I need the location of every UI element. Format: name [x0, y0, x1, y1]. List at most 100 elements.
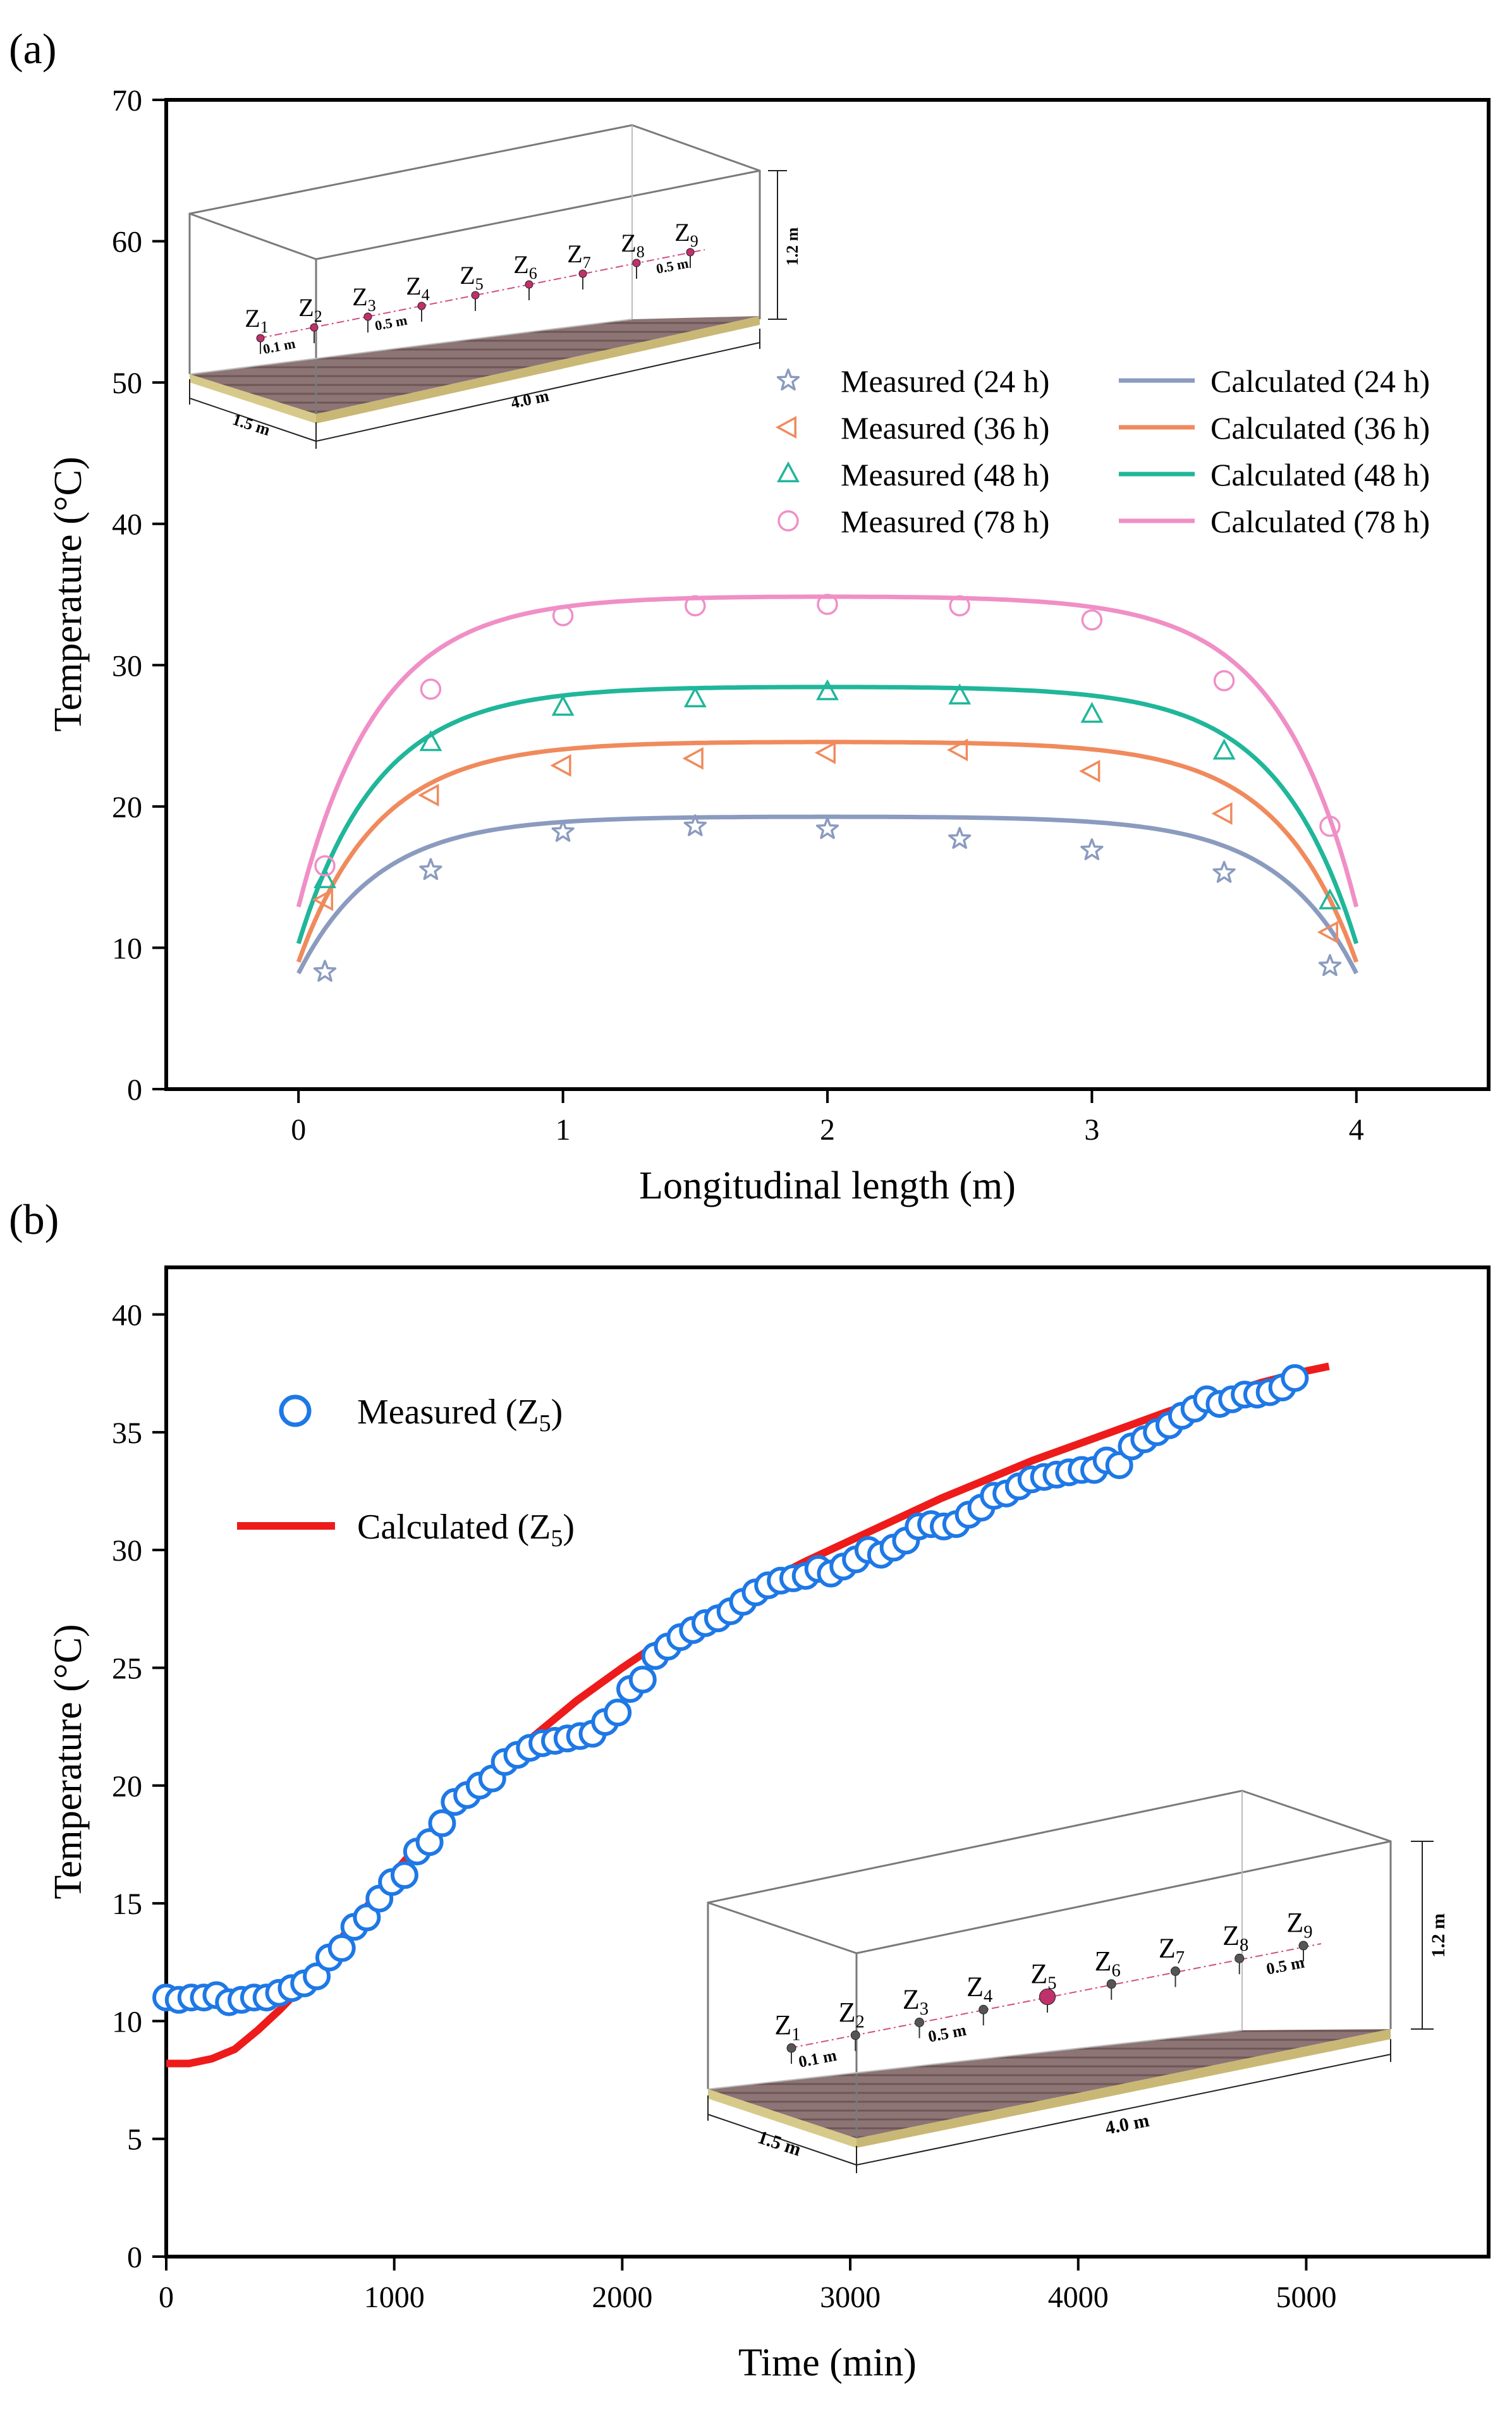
inset-sensor-label: Z9	[1286, 1907, 1312, 1942]
inset-dim-width: 1.5 m	[230, 410, 272, 439]
panel-a-y-tick-label: 50	[112, 367, 142, 400]
inset-floor-edge-long	[316, 316, 760, 424]
measured-point-0-7	[1212, 860, 1236, 883]
inset-box-edges	[707, 1789, 1392, 2138]
measured-point-z5-22	[428, 1809, 456, 1838]
calculated-curve-3	[296, 594, 1359, 908]
measured-point-3-4	[817, 594, 838, 615]
measured-point-2-2	[551, 695, 575, 716]
inset-dim-gap-end: 0.5 m	[1265, 1953, 1306, 1978]
inset-sensor-label: Z7	[1159, 1933, 1185, 1968]
measured-point-3-8	[1319, 815, 1341, 837]
measured-point-z5-36	[604, 1698, 632, 1727]
measured-point-3-3	[685, 595, 706, 617]
legend-marker-measured	[279, 1394, 312, 1427]
panel-b-y-axis-title: Temperature (°C)	[47, 1624, 90, 1899]
legend-marker-2	[777, 461, 800, 482]
inset-sensor-dot	[310, 323, 319, 332]
inset-sensors: Z1 Z2 Z3 Z4 Z5 Z6 Z7 Z8 Z9	[245, 218, 698, 354]
inset-sensor-label: Z2	[839, 1997, 865, 2032]
inset-dim-gap-end: 0.5 m	[655, 255, 690, 276]
inset-floor-edge	[190, 374, 316, 424]
inset-sensor-dot	[915, 2018, 924, 2027]
inset-sensors: Z1 Z2 Z3 Z4 Z5 Z6 Z7 Z8 Z9	[774, 1907, 1313, 2064]
panel-b-x-tick-label: 0	[159, 2281, 174, 2314]
measured-point-1-7	[1211, 802, 1233, 825]
calculated-curve-1	[296, 740, 1359, 963]
inset-sensor-dot	[1106, 1979, 1116, 1989]
measured-point-3-7	[1213, 670, 1235, 692]
inset-sensor-dot	[1235, 1953, 1245, 1963]
inset-floor	[190, 316, 760, 414]
inset-sensor-label: Z4	[966, 1971, 992, 2006]
inset-dim-height: 1.2 m	[1428, 1913, 1449, 1958]
legend-label-calculated-2: Calculated (48 h)	[1210, 457, 1430, 492]
measured-point-0-6	[1080, 838, 1104, 860]
measured-point-2-4	[816, 679, 839, 700]
inset-sensor-label: Z4	[406, 272, 429, 304]
inset-sensor-label: Z6	[1095, 1946, 1121, 1981]
measured-point-3-0	[314, 855, 336, 877]
measured-point-1-0	[312, 888, 334, 911]
panel-a-x-axis-title: Longitudinal length (m)	[639, 1164, 1016, 1207]
panel-a-y-tick-label: 10	[112, 932, 142, 965]
panel-a-x-tick-label: 3	[1084, 1113, 1099, 1147]
panel-b-label: (b)	[9, 1195, 59, 1243]
inset-dim-width: 1.5 m	[755, 2126, 804, 2160]
inset-sensor-label: Z8	[621, 229, 644, 261]
panel-b-x-tick-label: 2000	[592, 2281, 652, 2314]
legend-marker-0	[776, 369, 800, 391]
measured-point-1-2	[550, 754, 571, 777]
measured-point-1-8	[1317, 920, 1338, 944]
inset-sensor-dot	[1171, 1966, 1180, 1976]
inset-sensor-dot	[786, 2043, 796, 2053]
measured-point-z5-14	[327, 1934, 356, 1962]
panel-b-y-tick-label: 35	[112, 1417, 142, 1450]
panel-a-x-tick-label: 0	[291, 1113, 306, 1147]
panel-a-y-tick-label: 70	[112, 84, 142, 118]
panel-b-y-tick-label: 20	[112, 1770, 142, 1803]
measured-point-2-8	[1319, 888, 1341, 910]
inset-floor-edge	[708, 2089, 857, 2148]
panel-b-y-tick-label: 25	[112, 1652, 142, 1685]
inset-dim-length: 4.0 m	[1104, 2110, 1151, 2139]
measured-point-2-0	[314, 867, 336, 889]
panel-b-x-tick-label: 1000	[364, 2281, 425, 2314]
panel-b-y-tick-label: 0	[127, 2241, 142, 2274]
panel-b-y-tick-label: 40	[112, 1299, 142, 1332]
legend-label-calculated: Calculated (Z5)	[357, 1508, 575, 1552]
measured-point-3-6	[1081, 609, 1103, 631]
measured-point-0-5	[948, 827, 972, 849]
measured-point-1-6	[1079, 760, 1100, 783]
measured-point-2-3	[683, 686, 707, 707]
panel-a-label: (a)	[9, 25, 56, 73]
legend-marker-1	[775, 416, 796, 439]
inset-sensor-label: Z1	[774, 2009, 800, 2045]
inset-floor-edge-long	[857, 2029, 1391, 2148]
legend-label-measured-3: Measured (78 h)	[841, 504, 1049, 539]
inset-dim-height: 1.2 m	[783, 227, 802, 265]
inset-sensor-dot	[1039, 1988, 1056, 2006]
panel-b-series	[152, 1362, 1330, 2068]
measured-point-1-3	[682, 747, 704, 770]
inset-sensor-label: Z3	[903, 1984, 929, 2020]
panel-a-y-tick-label: 20	[112, 791, 142, 824]
panel-b-y-tick-label: 30	[112, 1534, 142, 1568]
measured-point-0-2	[551, 820, 575, 842]
panel-a-series	[296, 594, 1359, 982]
panel-b-axes: 0 1000 2000 3000 4000 5000 0 5 10 15 20 25 30 35 40	[112, 1299, 1336, 2314]
panel-a-y-tick-label: 0	[127, 1073, 142, 1107]
panel-b-y-tick-label: 10	[112, 2005, 142, 2039]
inset-sensor-dot	[686, 248, 695, 257]
inset-floor	[708, 2029, 1391, 2138]
inset-dim-gap-small: 0.1 m	[262, 335, 296, 357]
measured-point-z5-12	[303, 1962, 331, 1990]
inset-sensor-dot	[850, 2030, 860, 2040]
panel-a-y-tick-label: 40	[112, 508, 142, 542]
measured-point-0-1	[419, 858, 442, 881]
measured-point-3-1	[420, 678, 442, 700]
measured-point-0-0	[313, 960, 337, 982]
legend-label-measured-0: Measured (24 h)	[841, 363, 1049, 399]
